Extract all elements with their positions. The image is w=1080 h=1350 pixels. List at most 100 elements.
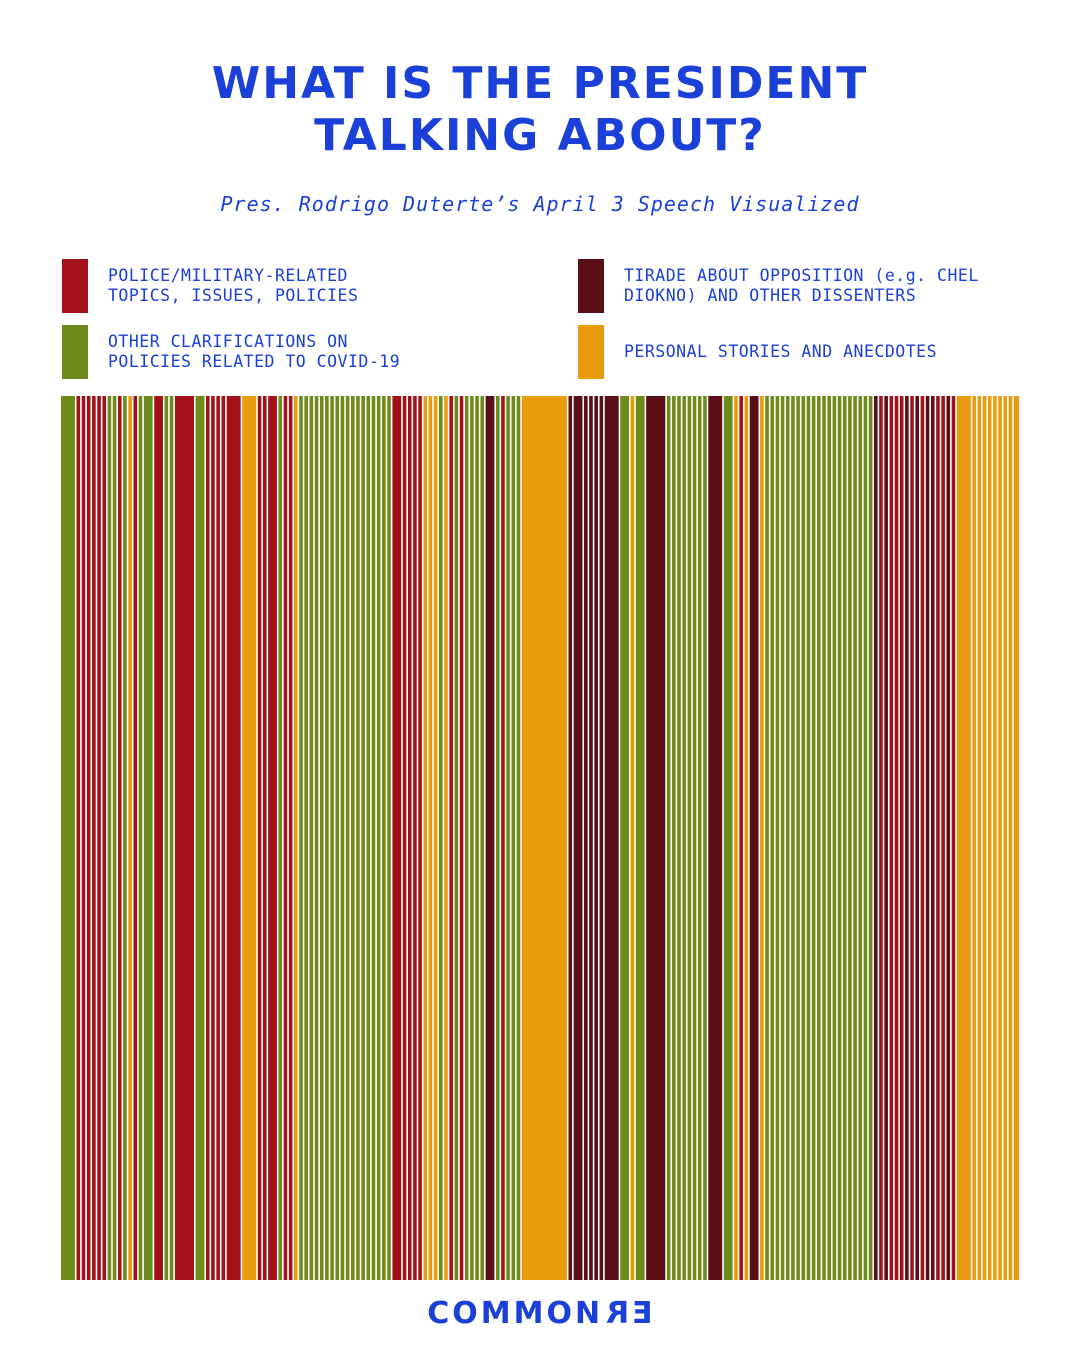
speech-segment-covid — [169, 396, 174, 1280]
speech-segment-covid — [863, 396, 868, 1280]
speech-segment-covid — [692, 396, 697, 1280]
speech-segment-personal — [1003, 396, 1008, 1280]
speech-segment-personal — [128, 396, 132, 1280]
speech-segment-covid — [112, 396, 117, 1280]
legend-swatch-covid — [62, 325, 88, 379]
speech-segment-covid — [858, 396, 863, 1280]
speech-segment-police — [402, 396, 407, 1280]
speech-segment-covid — [511, 396, 516, 1280]
brand-logo-prefix: COMMON — [427, 1296, 604, 1331]
speech-segment-covid — [853, 396, 857, 1280]
legend-item-covid: OTHER CLARIFICATIONS ON POLICIES RELATED… — [62, 325, 532, 379]
speech-segment-covid — [138, 396, 143, 1280]
speech-segment-police — [413, 396, 417, 1280]
speech-segment-police — [86, 396, 91, 1280]
speech-segment-personal — [987, 396, 992, 1280]
speech-segment-covid — [796, 396, 800, 1280]
speech-segment-opposition — [604, 396, 619, 1280]
speech-segment-covid — [107, 396, 112, 1280]
speech-segment-police — [205, 396, 210, 1280]
speech-barcode-chart — [61, 396, 1019, 1280]
speech-segment-covid — [387, 396, 391, 1280]
legend-item-personal: PERSONAL STORIES AND ANECDOTES — [578, 325, 1058, 379]
legend-label-opposition: TIRADE ABOUT OPPOSITION (e.g. CHEL DIOKN… — [624, 259, 1044, 313]
speech-segment-covid — [842, 396, 847, 1280]
speech-segment-covid — [278, 396, 283, 1280]
speech-segment-covid — [827, 396, 831, 1280]
speech-segment-police — [920, 396, 925, 1280]
speech-segment-opposition — [584, 396, 588, 1280]
speech-segment-opposition — [874, 396, 878, 1280]
brand-logo-flipped: ER — [603, 1296, 653, 1331]
speech-segment-police — [226, 396, 241, 1280]
speech-segment-covid — [195, 396, 205, 1280]
speech-segment-covid — [61, 396, 75, 1280]
speech-segment-covid — [848, 396, 852, 1280]
speech-segment-police — [449, 396, 453, 1280]
speech-segment-covid — [703, 396, 707, 1280]
speech-segment-covid — [480, 396, 485, 1280]
speech-segment-covid — [806, 396, 811, 1280]
speech-segment-opposition — [946, 396, 951, 1280]
speech-segment-covid — [780, 396, 785, 1280]
speech-segment-covid — [817, 396, 821, 1280]
speech-segment-covid — [666, 396, 671, 1280]
speech-segment-police — [894, 396, 899, 1280]
speech-segment-opposition — [568, 396, 573, 1280]
speech-segment-personal — [294, 396, 298, 1280]
speech-segment-personal — [423, 396, 428, 1280]
speech-segment-covid — [164, 396, 169, 1280]
speech-segment-covid — [801, 396, 806, 1280]
speech-segment-police — [941, 396, 945, 1280]
page-title: WHAT IS THE PRESIDENT TALKING ABOUT? — [0, 58, 1080, 162]
speech-segment-police — [76, 396, 81, 1280]
speech-segment-covid — [345, 396, 350, 1280]
speech-segment-covid — [868, 396, 873, 1280]
speech-segment-police — [268, 396, 277, 1280]
speech-segment-personal — [977, 396, 982, 1280]
legend-swatch-opposition — [578, 259, 604, 313]
speech-segment-covid — [687, 396, 692, 1280]
speech-segment-personal — [1013, 396, 1019, 1280]
speech-segment-police — [133, 396, 138, 1280]
speech-segment-covid — [723, 396, 733, 1280]
speech-segment-police — [739, 396, 743, 1280]
speech-segment-covid — [319, 396, 324, 1280]
speech-segment-police — [392, 396, 402, 1280]
speech-segment-covid — [325, 396, 329, 1280]
speech-segment-covid — [330, 396, 334, 1280]
speech-segment-personal — [956, 396, 971, 1280]
speech-segment-covid — [672, 396, 676, 1280]
speech-segment-covid — [439, 396, 443, 1280]
speech-segment-covid — [837, 396, 842, 1280]
speech-segment-police — [102, 396, 107, 1280]
speech-segment-covid — [475, 396, 479, 1280]
legend-swatch-personal — [578, 325, 604, 379]
speech-segment-covid — [371, 396, 376, 1280]
speech-segment-covid — [470, 396, 474, 1280]
speech-segment-covid — [765, 396, 769, 1280]
speech-segment-police — [92, 396, 96, 1280]
speech-segment-covid — [454, 396, 459, 1280]
speech-segment-personal — [444, 396, 448, 1280]
speech-segment-police — [889, 396, 894, 1280]
speech-segment-personal — [982, 396, 987, 1280]
speech-segment-opposition — [915, 396, 920, 1280]
speech-segment-opposition — [589, 396, 593, 1280]
title-line-1: WHAT IS THE PRESIDENT — [211, 58, 869, 109]
speech-segment-covid — [382, 396, 386, 1280]
speech-segment-opposition — [884, 396, 888, 1280]
speech-segment-covid — [361, 396, 365, 1280]
speech-segment-police — [81, 396, 86, 1280]
speech-segment-covid — [677, 396, 681, 1280]
legend-label-line: TIRADE ABOUT OPPOSITION (e.g. CHEL — [624, 266, 979, 285]
speech-segment-opposition — [573, 396, 583, 1280]
speech-segment-covid — [356, 396, 360, 1280]
legend-label-police: POLICE/MILITARY-RELATED TOPICS, ISSUES, … — [108, 259, 528, 313]
speech-segment-opposition — [749, 396, 759, 1280]
legend-label-line: OTHER CLARIFICATIONS ON — [108, 332, 348, 351]
speech-segment-opposition — [930, 396, 935, 1280]
speech-segment-police — [97, 396, 101, 1280]
speech-segment-police — [501, 396, 505, 1280]
speech-segment-opposition — [485, 396, 495, 1280]
